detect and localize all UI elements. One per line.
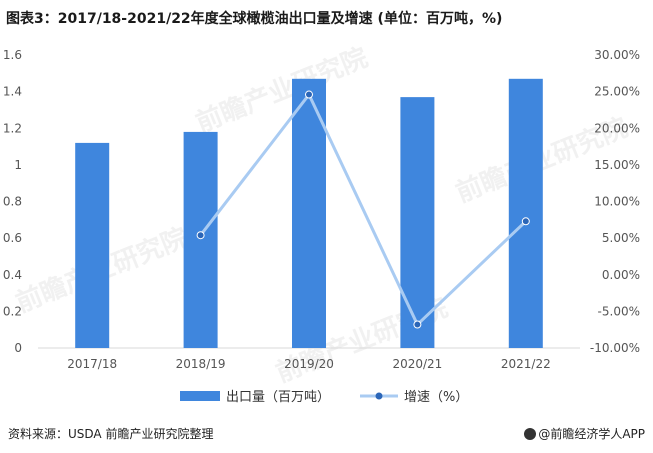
y-left-tick-label: 1 (14, 158, 22, 172)
x-tick-label: 2020/21 (392, 357, 442, 371)
x-tick-label: 2017/18 (67, 357, 117, 371)
line-point (413, 320, 422, 329)
y-right-tick-label: 25.00% (594, 85, 640, 99)
y-left-tick-label: 0 (14, 341, 22, 355)
y-right-tick-label: 0.00% (602, 268, 640, 282)
line-point (305, 90, 313, 99)
y-right-tick-label: -10.00% (590, 341, 640, 355)
bar (75, 142, 110, 348)
y-left-tick-label: 1.6 (3, 48, 22, 62)
y-left-tick-label: 0.2 (3, 304, 22, 318)
chart: 0 0.2 0.4 0.6 0.8 1 1.2 1.4 1.6 -10.00% -5.00% 0.00… (3, 48, 640, 405)
legend-line-label: 增速（%） (404, 390, 468, 405)
y-right-tick-label: 30.00% (594, 48, 640, 62)
y-right-tick-label: 15.00% (594, 158, 640, 172)
brand-text: @前瞻经济学人APP (538, 427, 645, 441)
y-right-tick-label: -5.00% (598, 304, 640, 318)
line-point (196, 231, 205, 240)
bar (292, 78, 326, 349)
chart-title: 图表3：2017/18-2021/22年度全球橄榄油出口量及增速 (单位：百万吨… (6, 11, 503, 27)
brand-credit: @前瞻经济学人APP (524, 425, 645, 442)
bar (400, 97, 435, 349)
brand-logo-icon (524, 428, 537, 440)
y-right-tick-label: 20.00% (594, 121, 640, 135)
y-left-tick-label: 1.2 (3, 121, 22, 135)
legend-bar-swatch (180, 391, 220, 401)
y-right-tick-label: 5.00% (602, 231, 640, 245)
legend-bar-label: 出口量（百万吨） (226, 390, 330, 405)
line-point (521, 217, 530, 226)
y-left-tick-label: 0.6 (3, 231, 22, 245)
bar (508, 78, 543, 349)
y-left-tick-label: 1.4 (3, 85, 22, 99)
source-note: 资料来源：USDA 前瞻产业研究院整理 (8, 427, 214, 441)
x-tick-label: 2021/22 (501, 357, 551, 371)
y-left-tick-label: 0.4 (3, 268, 22, 282)
y-left-tick-label: 0.8 (3, 195, 22, 209)
series-line-growth (199, 93, 527, 327)
x-tick-label: 2018/19 (176, 357, 226, 371)
x-tick-label: 2019/20 (284, 357, 334, 371)
y-right-tick-label: 10.00% (594, 195, 640, 209)
legend-line-marker (375, 392, 383, 400)
bar (183, 131, 218, 348)
footer: 资料来源：USDA 前瞻产业研究院整理 @前瞻经济学人APP (0, 423, 653, 447)
